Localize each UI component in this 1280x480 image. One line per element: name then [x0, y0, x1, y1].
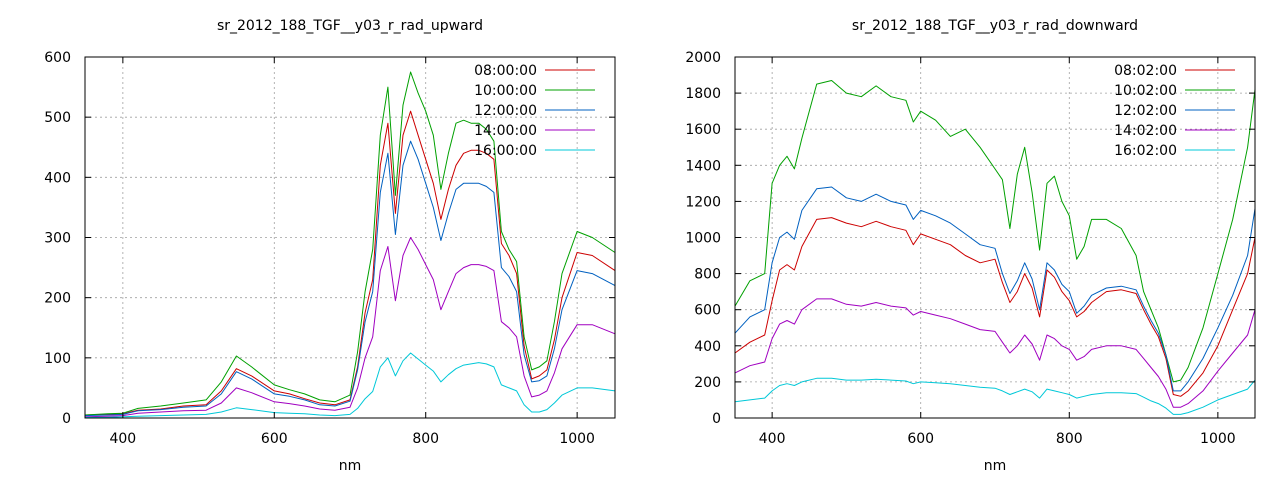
legend: 08:00:00 10:00:00 12:00:00 14:00:00 16:00:00 [474, 63, 595, 159]
y-tick-label: 1000 [685, 231, 721, 247]
series-line-3 [734, 186, 1256, 392]
legend-label: 12:00:00 [474, 103, 537, 119]
x-axis-label: nm [984, 458, 1007, 474]
series-line-5 [85, 352, 616, 418]
chart-title: sr_2012_188_TGF__y03_r_rad_upward [217, 18, 483, 34]
x-tick-label: 600 [907, 431, 934, 447]
x-tick-label: 800 [1056, 431, 1083, 447]
chart-1: sr_2012_188_TGF__y03_r_rad_upward 400 600 8… [44, 18, 616, 474]
legend-label: 14:00:00 [474, 123, 537, 139]
legend: 08:02:00 10:02:00 12:02:00 14:02:00 16:02:00 [1114, 63, 1235, 159]
series-line-1 [734, 217, 1256, 397]
x-tick-label: 1000 [559, 431, 595, 447]
x-tick-label: 1000 [1200, 431, 1236, 447]
y-tick-label: 600 [44, 50, 71, 66]
series-line-2 [734, 80, 1256, 383]
y-tick-label: 1400 [685, 158, 721, 174]
series-line-5 [734, 377, 1256, 415]
y-tick-label: 1800 [685, 86, 721, 102]
x-axis-label: nm [339, 458, 362, 474]
legend-label: 14:02:00 [1114, 123, 1177, 139]
y-tick-label: 1200 [685, 194, 721, 210]
x-tick-label: 400 [109, 431, 136, 447]
y-tick-label: 400 [44, 170, 71, 186]
y-tick-label: 800 [694, 267, 721, 283]
series-line-3 [84, 140, 616, 417]
y-tick-label: 2000 [685, 50, 721, 66]
y-tick-label: 300 [44, 231, 71, 247]
y-tick-label: 0 [712, 411, 721, 427]
series-line-4 [734, 298, 1256, 408]
chart-title: sr_2012_188_TGF__y03_r_rad_downward [852, 18, 1138, 34]
y-tick-label: 600 [694, 303, 721, 319]
legend-label: 16:00:00 [474, 143, 537, 159]
chart-2: sr_2012_188_TGF__y03_r_rad_downward 400 60… [685, 18, 1256, 474]
y-tick-label: 100 [44, 351, 71, 367]
series-line-4 [84, 237, 616, 418]
x-tick-label: 600 [261, 431, 288, 447]
y-tick-label: 200 [694, 375, 721, 391]
legend-label: 08:00:00 [474, 63, 537, 79]
legend-label: 10:00:00 [474, 83, 537, 99]
series-line-1 [84, 110, 616, 416]
x-tick-label: 400 [759, 431, 786, 447]
y-tick-label: 500 [44, 110, 71, 126]
legend-label: 16:02:00 [1114, 143, 1177, 159]
y-tick-label: 0 [62, 411, 71, 427]
y-tick-label: 400 [694, 339, 721, 355]
y-tick-label: 200 [44, 291, 71, 307]
legend-label: 10:02:00 [1114, 83, 1177, 99]
y-tick-label: 1600 [685, 122, 721, 138]
legend-label: 12:02:00 [1114, 103, 1177, 119]
series-line-2 [84, 71, 616, 416]
legend-label: 08:02:00 [1114, 63, 1177, 79]
x-tick-label: 800 [412, 431, 439, 447]
